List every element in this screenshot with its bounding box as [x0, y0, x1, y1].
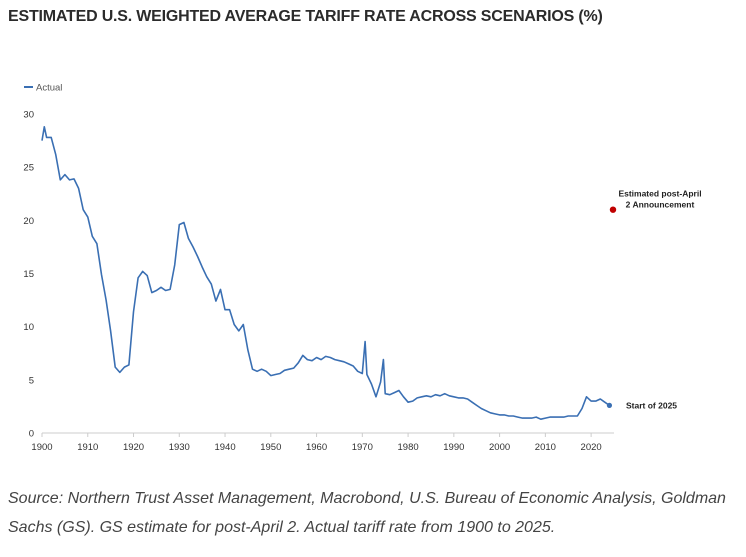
x-tick-label: 1950: [260, 442, 281, 453]
y-tick-label: 0: [29, 429, 34, 440]
y-tick-label: 20: [23, 216, 34, 227]
x-tick-label: 2010: [535, 442, 556, 453]
x-tick-label: 1970: [352, 442, 373, 453]
x-tick-label: 1900: [31, 442, 52, 453]
y-tick-label: 15: [23, 269, 34, 280]
legend: Actual: [24, 83, 62, 94]
legend-label: Actual: [36, 83, 62, 94]
x-tick-label: 1940: [214, 442, 235, 453]
chart-title: ESTIMATED U.S. WEIGHTED AVERAGE TARIFF R…: [8, 8, 603, 25]
x-tick-label: 1910: [77, 442, 98, 453]
x-tick-label: 2000: [489, 442, 510, 453]
source-note: Source: Northern Trust Asset Management,…: [8, 490, 726, 536]
start-2025-label: Start of 2025: [626, 400, 677, 410]
x-tick-label: 1930: [169, 442, 190, 453]
y-tick-label: 10: [23, 322, 34, 333]
y-tick-label: 30: [23, 110, 34, 121]
x-axis: 1900 1910 1920 1930 1940 1950 1960 1970 1980 1990…: [31, 432, 614, 453]
x-tick-label: 1920: [123, 442, 144, 453]
x-tick-label: 1960: [306, 442, 327, 453]
x-tick-label: 1980: [398, 442, 419, 453]
x-tick-label: 1990: [443, 442, 464, 453]
tariff-line-chart: Actual 0 5 10 15 20 25 30 1900 1910 1920 1930 1940…: [23, 83, 702, 454]
start-2025-point: [606, 402, 613, 408]
estimate-label-line2: 2 Announcement: [626, 200, 695, 210]
y-tick-label: 25: [23, 163, 34, 174]
estimate-label: Estimated post-April: [618, 189, 701, 199]
y-axis: 0 5 10 15 20 25 30: [23, 110, 34, 440]
series-line-actual: [41, 126, 610, 421]
series-group: [41, 126, 610, 421]
y-tick-label: 5: [29, 375, 34, 386]
estimate-point: [609, 206, 617, 213]
x-tick-label: 2020: [581, 442, 602, 453]
